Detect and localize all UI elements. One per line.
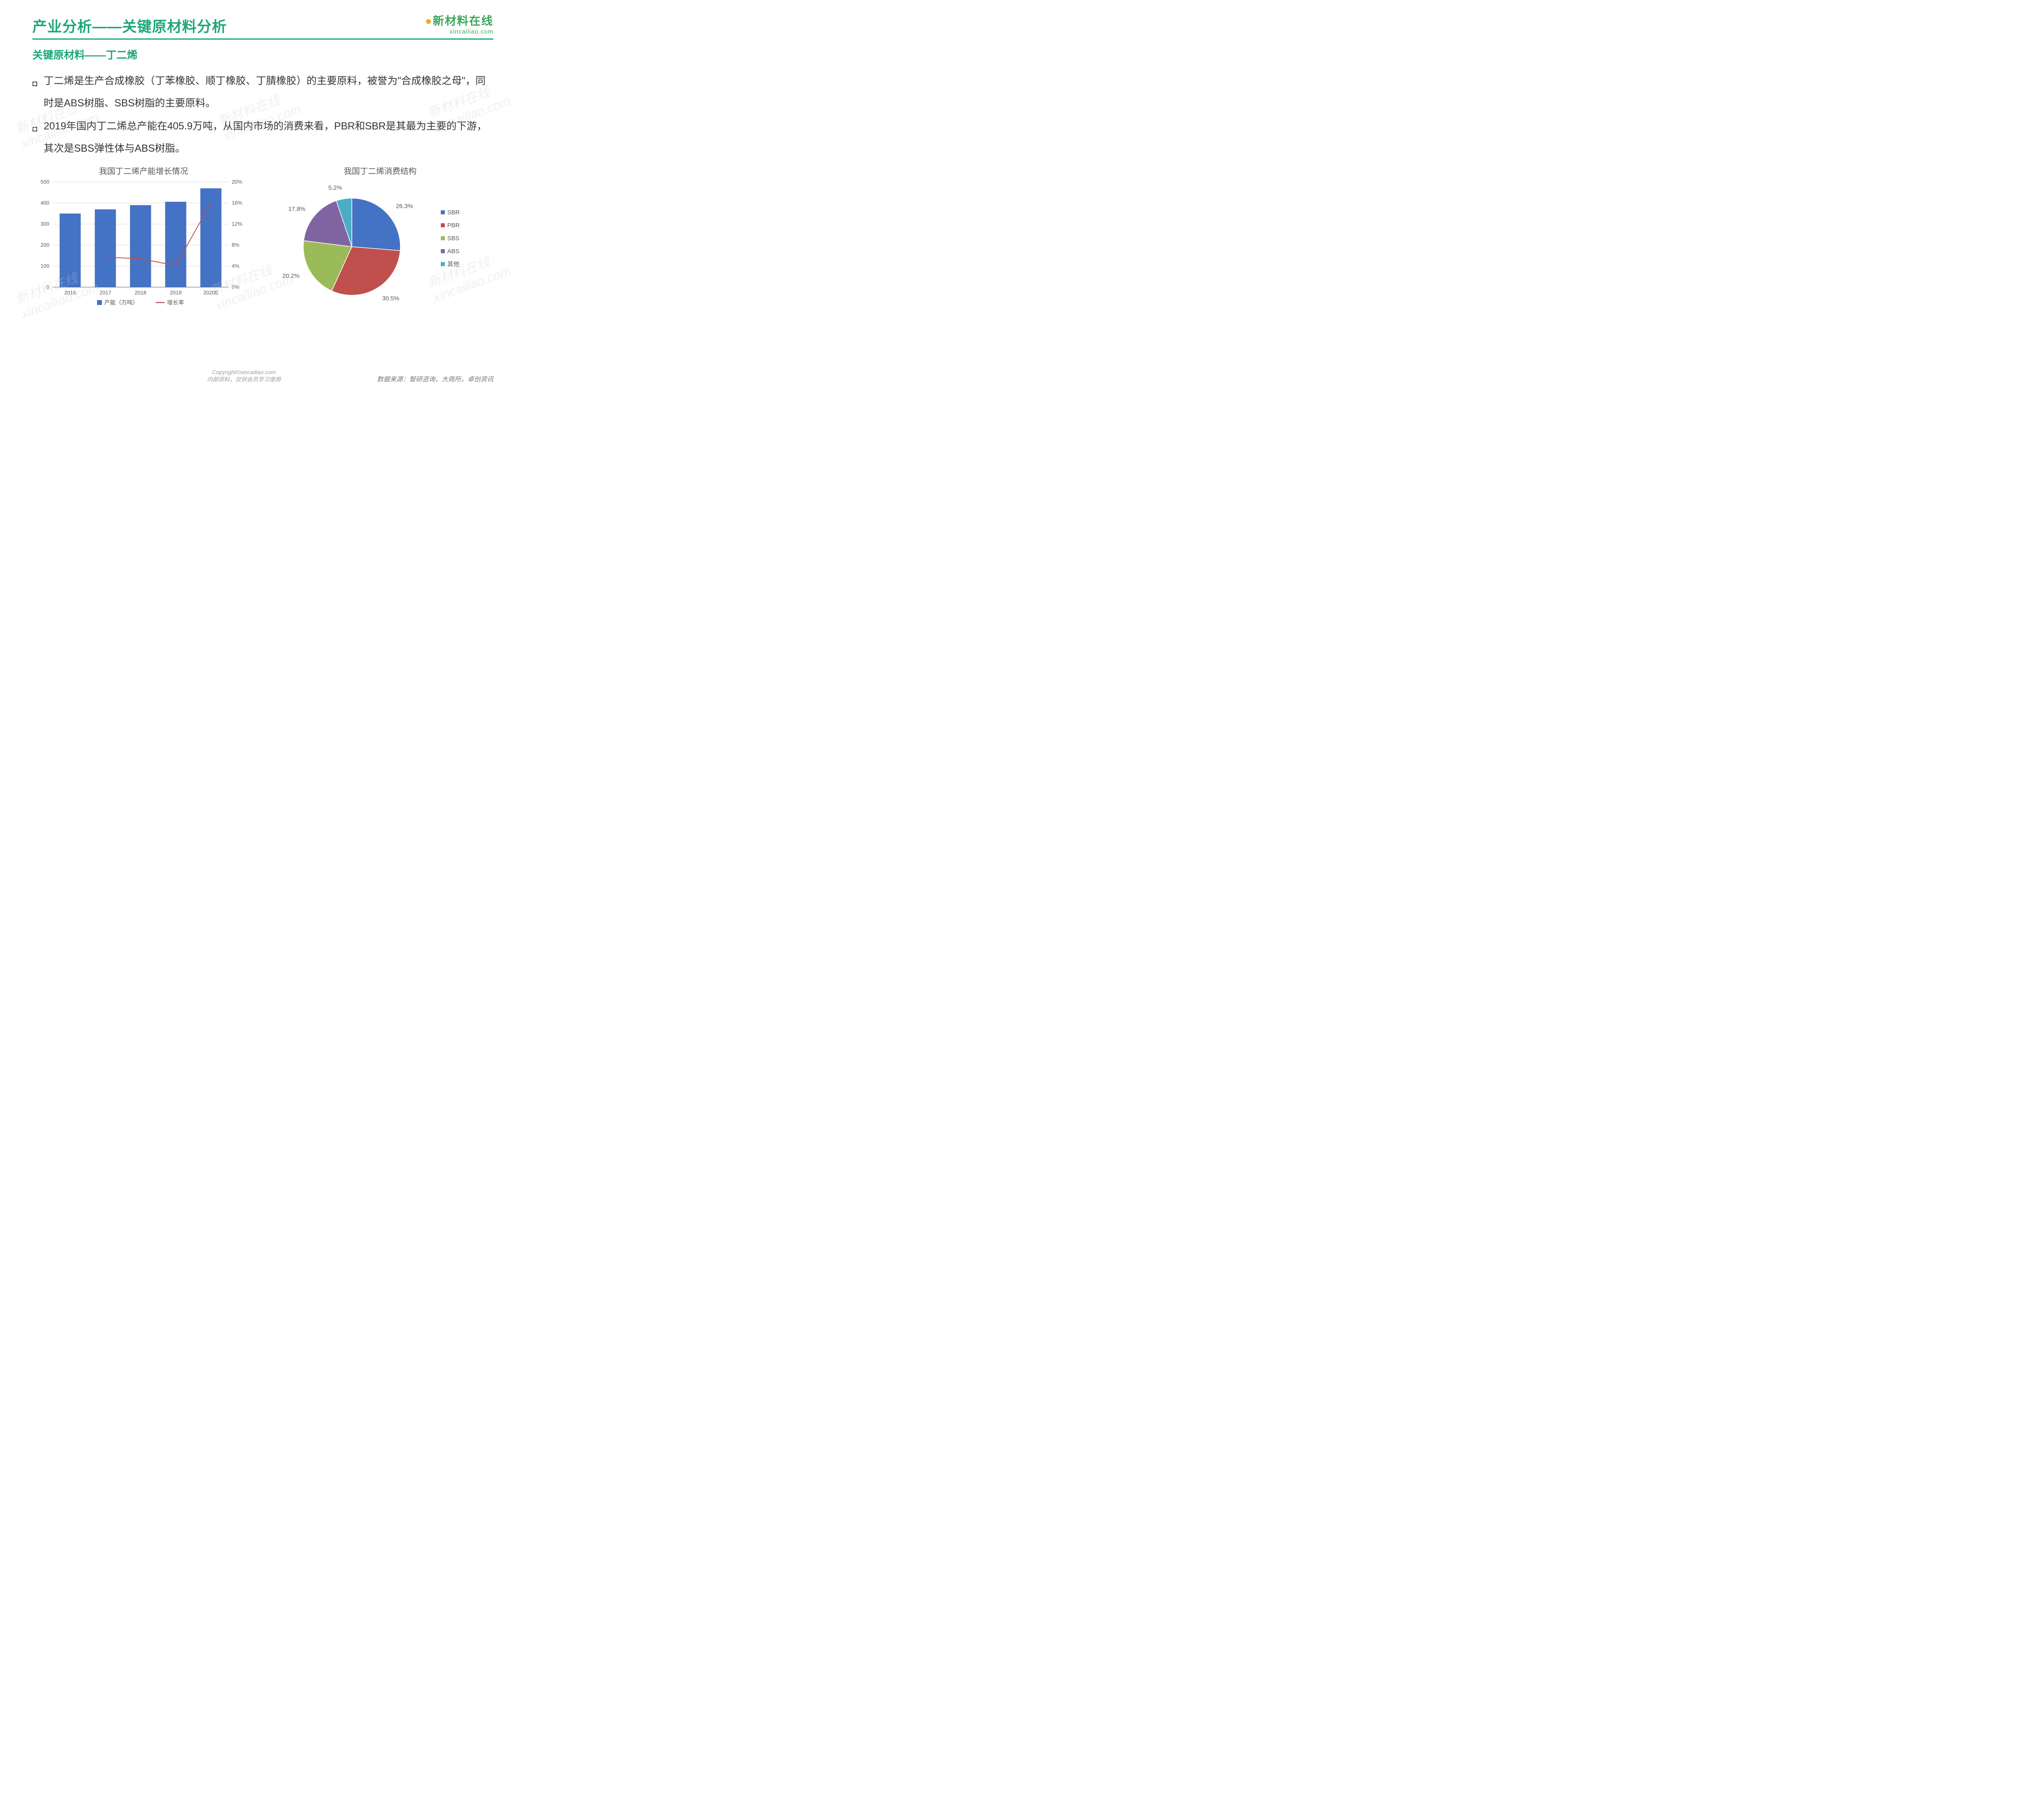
logo-text: ●新材料在线 bbox=[425, 12, 493, 28]
svg-text:ABS: ABS bbox=[447, 248, 459, 255]
svg-text:0%: 0% bbox=[232, 284, 239, 290]
svg-text:2016: 2016 bbox=[64, 290, 76, 296]
svg-text:产能（万吨）: 产能（万吨） bbox=[104, 299, 138, 306]
svg-text:SBS: SBS bbox=[447, 235, 459, 242]
page-title: 产业分析——关键原材料分析 bbox=[32, 15, 227, 36]
svg-text:12%: 12% bbox=[232, 221, 242, 227]
bar-chart-box: 我国丁二烯产能增长情况 0 100 200 300 400 500 0% 4% 8% 12% 16%… bbox=[32, 165, 255, 311]
bullet-text: 2019年国内丁二烯总产能在405.9万吨，从国内市场的消费来看，PBR和SBR… bbox=[44, 115, 493, 160]
svg-text:SBR: SBR bbox=[447, 209, 460, 216]
bar-chart: 0 100 200 300 400 500 0% 4% 8% 12% 16% 20% 2016 2017 2… bbox=[32, 178, 251, 311]
svg-text:100: 100 bbox=[40, 263, 49, 269]
bullet-icon: ◘ bbox=[32, 75, 44, 93]
svg-text:20.2%: 20.2% bbox=[282, 273, 300, 279]
svg-text:30.5%: 30.5% bbox=[382, 295, 400, 302]
svg-text:200: 200 bbox=[40, 242, 49, 248]
svg-text:16%: 16% bbox=[232, 200, 242, 206]
subheading: 关键原材料——丁二烯 bbox=[32, 47, 493, 62]
svg-text:26.3%: 26.3% bbox=[396, 203, 413, 210]
svg-text:20%: 20% bbox=[232, 179, 242, 185]
footer-source: 数据来源：智研咨询，大商所，卓创资讯 bbox=[377, 374, 493, 383]
bullet-item: ◘ 2019年国内丁二烯总产能在405.9万吨，从国内市场的消费来看，PBR和S… bbox=[32, 115, 493, 160]
svg-text:2017: 2017 bbox=[99, 290, 111, 296]
svg-text:500: 500 bbox=[40, 179, 49, 185]
svg-text:4%: 4% bbox=[232, 263, 239, 269]
svg-text:17.8%: 17.8% bbox=[288, 205, 306, 212]
svg-text:2020E: 2020E bbox=[203, 290, 219, 296]
pie-chart-box: 我国丁二烯消费结构 26.3% 30.5% 20.2% 17.8% 5.2% SBR PBR… bbox=[267, 165, 493, 311]
pie-chart-title: 我国丁二烯消费结构 bbox=[267, 165, 493, 176]
svg-text:5.2%: 5.2% bbox=[328, 184, 342, 191]
logo: ●新材料在线 xincailiao.com bbox=[425, 12, 493, 35]
bullet-text: 丁二烯是生产合成橡胶（丁苯橡胶、顺丁橡胶、丁腈橡胶）的主要原料，被誉为"合成橡胶… bbox=[44, 70, 493, 114]
svg-text:其他: 其他 bbox=[447, 261, 459, 268]
header: 产业分析——关键原材料分析 ●新材料在线 xincailiao.com bbox=[32, 12, 493, 40]
svg-text:8%: 8% bbox=[232, 242, 239, 248]
bullet-icon: ◘ bbox=[32, 120, 44, 138]
svg-text:400: 400 bbox=[40, 200, 49, 206]
svg-text:PBR: PBR bbox=[447, 222, 460, 229]
bullet-item: ◘ 丁二烯是生产合成橡胶（丁苯橡胶、顺丁橡胶、丁腈橡胶）的主要原料，被誉为"合成… bbox=[32, 70, 493, 114]
pie-chart: 26.3% 30.5% 20.2% 17.8% 5.2% SBR PBR SBS ABS 其他 bbox=[267, 178, 493, 311]
logo-url: xincailiao.com bbox=[425, 28, 493, 35]
svg-text:2018: 2018 bbox=[135, 290, 146, 296]
footer-copyright: Copyright©xincailiao.com 内部资料，仅供会员学习使用 bbox=[207, 369, 281, 383]
svg-text:300: 300 bbox=[40, 221, 49, 227]
svg-text:增长率: 增长率 bbox=[167, 299, 184, 306]
bullet-list: ◘ 丁二烯是生产合成橡胶（丁苯橡胶、顺丁橡胶、丁腈橡胶）的主要原料，被誉为"合成… bbox=[32, 70, 493, 160]
bar-chart-title: 我国丁二烯产能增长情况 bbox=[32, 165, 255, 176]
charts-row: 我国丁二烯产能增长情况 0 100 200 300 400 500 0% 4% 8% 12% 16%… bbox=[32, 165, 493, 311]
svg-text:0: 0 bbox=[47, 284, 49, 290]
svg-text:2019: 2019 bbox=[170, 290, 182, 296]
